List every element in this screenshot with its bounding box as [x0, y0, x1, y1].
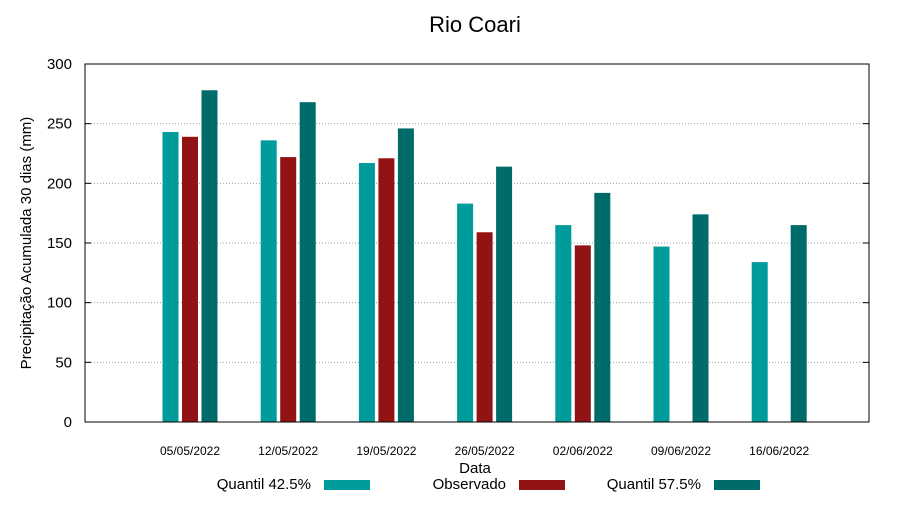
- x-ticks: 05/05/2022 12/05/2022 19/05/2022 26/05/2022…: [160, 444, 810, 458]
- legend: Quantil 42.5% Observado Quantil 57.5%: [217, 476, 760, 493]
- bar-q575: [790, 225, 807, 422]
- y-tick-label: 300: [47, 56, 72, 73]
- y-tick-label: 0: [64, 414, 72, 431]
- bars-layer: [162, 90, 807, 423]
- bar-q425: [162, 132, 179, 422]
- legend-swatch: [714, 480, 760, 490]
- x-tick-label: 09/06/2022: [651, 444, 711, 458]
- legend-label: Quantil 57.5%: [607, 476, 701, 493]
- y-ticks: 0 50 100 150 200 250 300: [47, 56, 869, 431]
- y-tick-label: 200: [47, 175, 72, 192]
- legend-label: Quantil 42.5%: [217, 476, 311, 493]
- y-tick-label: 50: [55, 354, 72, 371]
- y-tick-label: 250: [47, 116, 72, 133]
- bar-q425: [555, 225, 572, 422]
- bar-q575: [496, 166, 513, 422]
- bar-q425: [751, 262, 768, 422]
- y-axis-label: Precipitação Acumulada 30 dias (mm): [18, 117, 35, 370]
- x-tick-label: 26/05/2022: [455, 444, 515, 458]
- x-tick-label: 02/06/2022: [553, 444, 613, 458]
- y-tick-label: 150: [47, 235, 72, 252]
- legend-label: Observado: [433, 476, 506, 493]
- bar-q425: [260, 140, 277, 422]
- bar-observado: [182, 136, 198, 422]
- bar-q425: [457, 203, 474, 422]
- bar-q575: [201, 90, 218, 423]
- x-axis-label: Data: [459, 460, 491, 477]
- bar-q575: [594, 192, 611, 422]
- legend-swatch: [324, 480, 370, 490]
- bar-q425: [653, 246, 670, 422]
- bar-observado: [574, 245, 591, 422]
- y-tick-label: 100: [47, 295, 72, 312]
- bar-q575: [299, 102, 316, 422]
- bar-q575: [397, 128, 414, 422]
- bar-observado: [378, 158, 395, 423]
- chart-title: Rio Coari: [429, 12, 521, 37]
- x-tick-label: 12/05/2022: [258, 444, 318, 458]
- x-tick-label: 05/05/2022: [160, 444, 220, 458]
- bar-q575: [692, 214, 709, 422]
- legend-swatch: [519, 480, 565, 490]
- x-tick-label: 19/05/2022: [356, 444, 416, 458]
- bar-observado: [280, 157, 297, 422]
- bar-observado: [476, 232, 493, 422]
- x-tick-label: 16/06/2022: [749, 444, 809, 458]
- bar-q425: [358, 163, 375, 422]
